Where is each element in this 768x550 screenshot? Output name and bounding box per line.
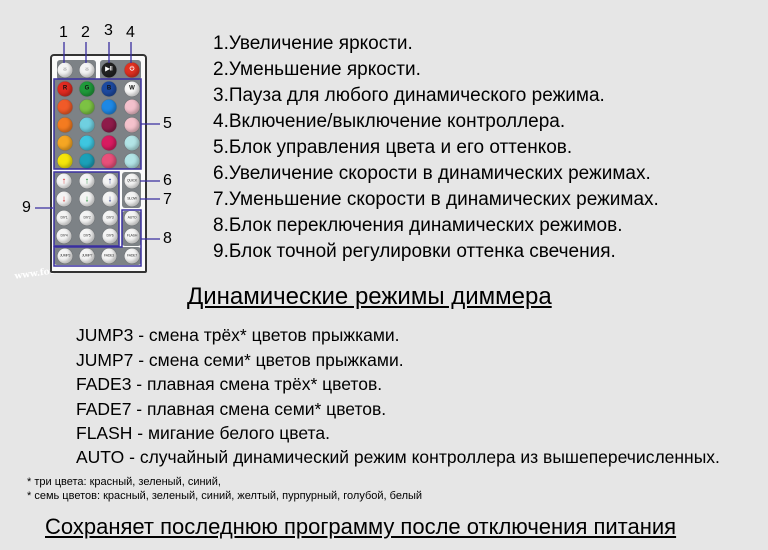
color-button[interactable]: W xyxy=(124,81,140,97)
quick-button[interactable]: QUICK xyxy=(124,173,140,189)
callout-3: 3 xyxy=(104,22,113,39)
color-button[interactable] xyxy=(79,117,95,133)
diy-button[interactable]: DIY1 xyxy=(56,210,72,226)
legend-item-7: 7.Уменьшение скорости в динамических реж… xyxy=(213,189,659,210)
increase-button[interactable]: ↑ xyxy=(102,173,118,189)
fade7-button[interactable]: FADE7 xyxy=(124,248,140,264)
callout-1: 1 xyxy=(59,24,68,41)
color-button[interactable]: R xyxy=(57,81,73,97)
color-button[interactable] xyxy=(79,135,95,151)
legend-item-5: 5.Блок управления цвета и его оттенков. xyxy=(213,137,573,158)
diy-button[interactable]: DIY3 xyxy=(102,210,118,226)
jump3-button[interactable]: JUMP3 xyxy=(57,248,73,264)
callout-7: 7 xyxy=(163,191,172,208)
legend-item-2: 2.Уменьшение яркости. xyxy=(213,59,421,80)
mode-panel-bottom xyxy=(54,247,141,265)
note-three-colors: * три цвета: красный, зеленый, синий, xyxy=(27,476,221,488)
auto-button[interactable]: AUTO xyxy=(124,210,140,226)
decrease-button[interactable]: ↓ xyxy=(56,191,72,207)
legend-item-1: 1.Увеличение яркости. xyxy=(213,33,413,54)
jump7-button[interactable]: JUMP7 xyxy=(79,248,95,264)
mode-auto: AUTO - случайный динамический режим конт… xyxy=(76,447,720,467)
diy-button[interactable]: DIY5 xyxy=(79,228,95,244)
brightness-down-button[interactable]: ☼ xyxy=(79,62,95,78)
color-button[interactable] xyxy=(57,117,73,133)
mode-jump3: JUMP3 - смена трёх* цветов прыжками. xyxy=(76,325,400,345)
callout-8: 8 xyxy=(163,230,172,247)
flash-button[interactable]: FLASH xyxy=(124,228,140,244)
legend-item-4: 4.Включение/выключение контроллера. xyxy=(213,111,566,132)
increase-button[interactable]: ↑ xyxy=(56,173,72,189)
color-button[interactable]: B xyxy=(101,81,117,97)
color-button[interactable] xyxy=(79,153,95,169)
callout-6: 6 xyxy=(163,172,172,189)
legend-item-3: 3.Пауза для любого динамического режима. xyxy=(213,85,605,106)
color-block-outline xyxy=(53,78,142,170)
color-button[interactable] xyxy=(124,99,140,115)
callout-9: 9 xyxy=(22,199,31,216)
legend-item-6: 6.Увеличение скорости в динамических реж… xyxy=(213,163,651,184)
color-button[interactable] xyxy=(101,153,117,169)
footer-note: Сохраняет последнюю программу после откл… xyxy=(45,514,677,539)
section-heading: Динамические режимы диммера xyxy=(187,283,552,310)
callout-4: 4 xyxy=(126,24,135,41)
mode-block-outline xyxy=(53,209,142,267)
callout-2: 2 xyxy=(81,24,90,41)
mode-flash: FLASH - мигание белого цвета. xyxy=(76,423,330,443)
play-pause-button[interactable]: ▶‖ xyxy=(101,62,117,78)
diy-button[interactable]: DIY2 xyxy=(79,210,95,226)
increase-button[interactable]: ↑ xyxy=(79,173,95,189)
color-button[interactable] xyxy=(101,99,117,115)
diy-button[interactable]: DIY4 xyxy=(56,228,72,244)
fade3-button[interactable]: FADE3 xyxy=(101,248,117,264)
color-button[interactable] xyxy=(57,153,73,169)
decrease-button[interactable]: ↓ xyxy=(102,191,118,207)
mode-fade3: FADE3 - плавная смена трёх* цветов. xyxy=(76,374,383,394)
diy-button[interactable]: DIY6 xyxy=(102,228,118,244)
color-button[interactable] xyxy=(57,99,73,115)
legend-item-8: 8.Блок переключения динамических режимов… xyxy=(213,215,623,236)
color-button[interactable] xyxy=(79,99,95,115)
color-button[interactable] xyxy=(101,117,117,133)
color-button[interactable] xyxy=(101,135,117,151)
slow-button[interactable]: SLOW xyxy=(124,191,140,207)
callout-5: 5 xyxy=(163,115,172,132)
color-button[interactable] xyxy=(124,117,140,133)
mode-fade7: FADE7 - плавная смена семи* цветов. xyxy=(76,399,387,419)
color-button[interactable] xyxy=(57,135,73,151)
diy-block-outline xyxy=(53,171,120,247)
power-button[interactable]: ⏻ xyxy=(124,62,140,78)
color-button[interactable] xyxy=(124,135,140,151)
decrease-button[interactable]: ↓ xyxy=(79,191,95,207)
brightness-up-button[interactable]: ☼ xyxy=(57,62,73,78)
mode-jump7: JUMP7 - смена семи* цветов прыжками. xyxy=(76,350,404,370)
color-button[interactable] xyxy=(124,153,140,169)
note-seven-colors: * семь цветов: красный, зеленый, синий, … xyxy=(27,490,423,502)
color-button[interactable]: G xyxy=(79,81,95,97)
legend-item-9: 9.Блок точной регулировки оттенка свечен… xyxy=(213,241,616,262)
